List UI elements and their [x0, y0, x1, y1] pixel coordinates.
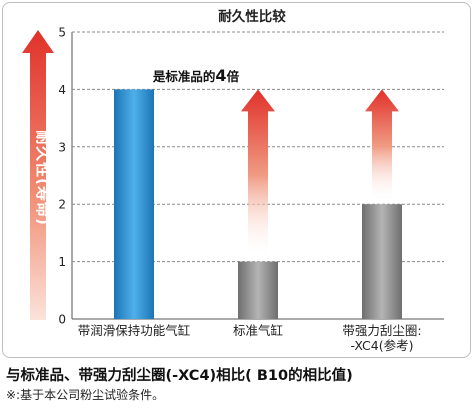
durability-chart: 耐久性比较 耐久性(寿命) 0 1 2 3 4 5 带润滑保持功能气缸 标准气缸 带强力刮尘圈…: [22, 8, 444, 353]
y-axis-label: 耐久性(寿命): [34, 130, 52, 226]
bar: [238, 261, 278, 319]
rise-arrow-icon: [241, 89, 275, 260]
footer: 与标准品、带强力刮尘圈(-XC4)相比( B10的相比值) ※:基于本公司粉尘试…: [6, 366, 471, 404]
bar: [114, 89, 154, 320]
x-category-label: -XC4(参考): [351, 338, 414, 353]
x-category-label: 带强力刮尘圈:: [342, 323, 421, 338]
rise-arrow-icon: [365, 89, 399, 203]
durability-arrow-icon: [22, 30, 54, 320]
comparison-annotation: 是标准品的4倍: [152, 66, 240, 85]
y-tick-label: 5: [58, 26, 66, 40]
y-tick-label: 2: [58, 198, 66, 212]
y-tick-label: 3: [58, 140, 66, 154]
chart-title: 耐久性比较: [218, 8, 286, 25]
y-tick-label: 0: [58, 313, 66, 327]
footer-note: ※:基于本公司粉尘试验条件。: [6, 388, 165, 402]
y-tick-label: 4: [58, 83, 66, 97]
footer-caption: 与标准品、带强力刮尘圈(-XC4)相比( B10的相比值): [6, 368, 353, 384]
bar: [362, 204, 402, 319]
y-tick-label: 1: [58, 255, 66, 269]
x-category-label: 标准气缸: [233, 323, 283, 338]
x-category-label: 带润滑保持功能气缸: [78, 323, 191, 338]
